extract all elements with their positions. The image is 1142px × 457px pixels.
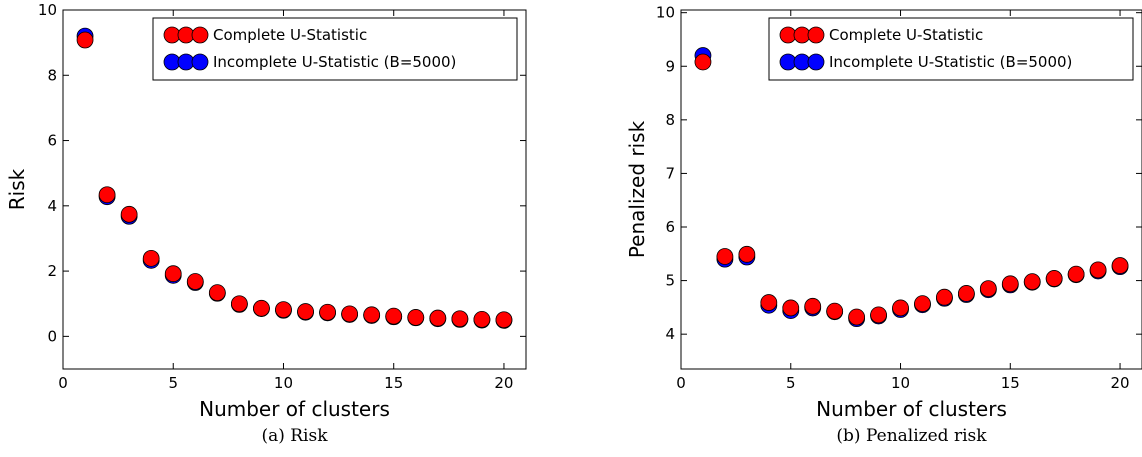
data-point [142,249,160,267]
data-point [1023,273,1041,291]
data-point [208,284,226,302]
legend-label: Complete U-Statistic [829,26,983,44]
y-tick-label: 10 [38,1,57,19]
data-point [870,306,887,324]
y-tick-label: 2 [47,262,57,280]
legend-marker [807,26,825,44]
data-point [914,295,931,313]
data-point [782,299,800,317]
y-tick-label: 8 [47,66,57,84]
data-point [760,294,778,311]
data-point [957,285,975,302]
x-axis-label: Number of clusters [816,397,1007,421]
y-tick-label: 8 [665,111,675,129]
data-point [848,308,866,326]
y-tick-label: 10 [656,4,675,22]
x-tick-label: 20 [1111,374,1130,392]
data-point [275,301,292,319]
x-tick-label: 10 [274,374,293,392]
legend: Complete U-Statistic Incomplete U-Statist… [152,17,518,81]
data-point [1045,270,1063,287]
data-point [120,205,138,223]
y-tick-label: 7 [665,164,675,182]
x-tick-label: 10 [891,374,910,392]
data-point [319,303,336,321]
y-tick-label: 0 [47,327,57,345]
data-point [186,273,204,290]
legend-box [152,17,518,81]
y-tick-label: 6 [47,132,57,150]
chart-caption: (b) Penalized risk [836,426,987,446]
data-point [979,280,997,298]
data-point [76,31,94,49]
series-complete [76,31,513,329]
y-tick-label: 6 [665,218,675,236]
series-incomplete [694,47,1129,328]
data-point [341,305,359,323]
plot-frame [680,9,1142,370]
data-point [936,288,953,306]
data-point [694,53,712,71]
data-point [1111,257,1129,274]
legend-marker [191,53,209,71]
x-tick-label: 0 [58,374,68,392]
legend-marker [793,53,811,71]
y-tick-label: 9 [665,57,675,75]
series-complete [694,53,1129,326]
x-axis-label: Number of clusters [199,397,390,421]
x-tick-label: 0 [676,374,686,392]
y-tick-label: 4 [47,197,57,215]
data-point [738,245,756,263]
legend-label: Complete U-Statistic [213,26,367,44]
data-point [892,299,909,317]
data-point [385,307,403,325]
data-point [804,297,822,315]
data-point [98,186,116,204]
legend-marker [779,53,797,71]
y-tick-label: 5 [665,272,675,290]
legend-marker [793,26,811,44]
x-tick-label: 20 [494,374,513,392]
data-point [407,309,425,326]
legend-box [768,17,1134,81]
chart-panel-2: 0 5 10 15 20 4 5 6 7 8 9 10 Number of clusters Penali… [625,4,1142,446]
data-point [1067,265,1085,283]
data-point [297,303,314,320]
data-point [826,302,844,320]
x-tick-label: 5 [786,374,796,392]
data-point [1001,275,1019,293]
y-tick-label: 4 [665,325,675,343]
data-point [164,265,182,283]
data-point [363,306,381,324]
data-point [495,311,513,329]
x-tick-label: 15 [384,374,403,392]
data-point [230,295,248,313]
legend-label: Incomplete U-Statistic (B=5000) [213,53,456,71]
y-axis-label: Risk [5,168,29,210]
plot-frame [62,9,527,370]
data-point [716,248,734,265]
x-tick-label: 15 [1001,374,1020,392]
chart-panel-1: 0 5 10 15 20 0 2 4 6 8 10 Number of clusters Risk (a)… [5,1,527,446]
legend-marker [807,53,825,71]
legend-marker [191,26,209,44]
data-point [429,309,447,327]
legend-label: Incomplete U-Statistic (B=5000) [829,53,1072,71]
data-point [473,310,491,328]
data-point [451,310,469,328]
legend: Complete U-Statistic Incomplete U-Statist… [768,17,1134,81]
chart-caption: (a) Risk [261,426,328,446]
data-point [253,299,270,317]
y-axis-label: Penalized risk [625,120,649,258]
legend-marker [779,26,797,44]
x-tick-label: 5 [168,374,178,392]
data-point [1089,261,1107,279]
